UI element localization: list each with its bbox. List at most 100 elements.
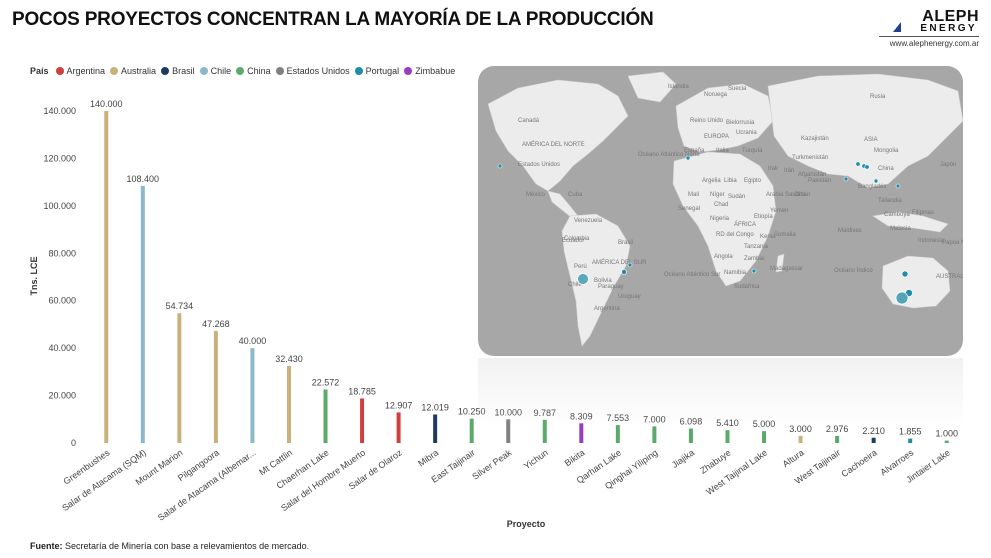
marker-silver-peak[interactable]	[497, 163, 503, 169]
map-label: Sudáfrica	[734, 284, 760, 290]
bar[interactable]	[286, 366, 291, 443]
marker-pilgangoora[interactable]	[901, 270, 909, 278]
map-label: Libia	[724, 178, 737, 184]
map-label: China	[878, 166, 894, 172]
marker-bikita[interactable]	[751, 268, 757, 274]
marker-salar-de-atacama[interactable]	[577, 273, 589, 285]
legend-label: Argentina	[66, 66, 106, 76]
y-tick-label: 140.000	[43, 106, 76, 116]
bar[interactable]	[506, 419, 511, 443]
bar[interactable]	[871, 437, 876, 443]
legend-item[interactable]: Australia	[110, 66, 156, 76]
x-tick-label: Mibra	[416, 447, 440, 468]
legend-item[interactable]: Estados Unidos	[275, 66, 350, 76]
map-label: Ecuador	[562, 238, 584, 244]
bar[interactable]	[835, 435, 840, 443]
map-label: Arabia Saudita	[766, 192, 806, 198]
y-tick-label: 60.000	[48, 296, 76, 306]
marker-salar-del-hombre-muerto[interactable]	[621, 269, 627, 275]
marker-greenbushes[interactable]	[895, 291, 909, 305]
map-label: Indonesia	[918, 238, 945, 244]
data-label: 18.785	[348, 386, 376, 396]
bar[interactable]	[579, 423, 584, 443]
legend-dot-icon	[161, 67, 170, 75]
data-label: 3.000	[789, 424, 812, 434]
map-label: Afganistán	[798, 172, 826, 178]
bar[interactable]	[469, 418, 474, 443]
legend-label: Portugal	[365, 66, 400, 76]
data-label: 10.000	[494, 407, 522, 417]
bar[interactable]	[433, 414, 438, 443]
bar[interactable]	[323, 389, 328, 443]
legend-item[interactable]: Portugal	[354, 66, 400, 76]
marker-yichun[interactable]	[895, 183, 901, 189]
map-label: Cuba	[568, 192, 583, 198]
map-label: Chile	[568, 282, 582, 288]
legend-label: Zimbabue	[415, 66, 456, 76]
bar[interactable]	[360, 398, 365, 443]
marker-qarhan-lake[interactable]	[855, 161, 861, 167]
bar[interactable]	[250, 348, 255, 443]
map-label: Papúa Nueva Guinea	[942, 240, 963, 246]
legend-item[interactable]: Brasil	[161, 66, 195, 76]
marker-jiajika[interactable]	[873, 178, 879, 184]
legend-label: Australia	[121, 66, 157, 76]
north-america-land	[487, 79, 629, 192]
legend-item[interactable]: Argentina	[55, 66, 106, 76]
bar[interactable]	[908, 438, 913, 443]
marker-alvarroes[interactable]	[685, 155, 691, 161]
map-label: Tailandia	[878, 198, 902, 204]
map-label: Noruega	[704, 92, 728, 98]
bar[interactable]	[688, 428, 693, 443]
bar[interactable]	[396, 412, 401, 443]
bar[interactable]	[798, 435, 803, 443]
landmasses	[487, 71, 963, 347]
map-label: Madagascar	[770, 266, 803, 272]
map-label: ASIA	[864, 137, 878, 143]
data-label: 54.734	[166, 301, 194, 311]
map-label: Turquía	[742, 148, 763, 154]
map-label: Turkmenistán	[792, 155, 828, 161]
marker-west-taijinair[interactable]	[864, 164, 870, 170]
bar[interactable]	[213, 330, 218, 443]
bar[interactable]	[762, 431, 767, 443]
map-label: Yemen	[770, 208, 788, 214]
legend-item[interactable]: China	[236, 66, 271, 76]
bar[interactable]	[177, 313, 182, 443]
indonesia-land	[872, 211, 949, 233]
bar[interactable]	[725, 430, 730, 443]
logo-text-energy: ENERGY	[920, 23, 977, 34]
bar[interactable]	[140, 185, 145, 444]
map-label: Perú	[574, 264, 587, 270]
map-label: Zambia	[744, 256, 765, 262]
data-label: 9.787	[534, 408, 557, 418]
x-tick-label: Silver Peak	[470, 447, 513, 482]
map-label: Océano Índico	[834, 267, 873, 274]
south-america-land	[561, 213, 631, 347]
map-label: Japón	[940, 162, 956, 168]
marker-zhabuye[interactable]	[843, 176, 849, 182]
legend-item[interactable]: Chile	[199, 66, 231, 76]
bar[interactable]	[615, 425, 620, 443]
data-label: 12.907	[385, 400, 413, 410]
map-label: Omán	[794, 192, 810, 198]
map-label: Océano Atlántico Sur	[664, 272, 720, 278]
greenland-land	[627, 71, 677, 103]
map-label: Filipinas	[912, 210, 934, 216]
map-label: Ucrania	[736, 130, 757, 136]
bar[interactable]	[542, 419, 547, 443]
legend-item[interactable]: Zimbabue	[404, 66, 455, 76]
data-label: 47.268	[202, 319, 230, 329]
bar[interactable]	[104, 111, 109, 443]
data-label: 5.410	[716, 418, 739, 428]
madagascar-land	[775, 253, 785, 273]
bar[interactable]	[944, 440, 949, 443]
marker-salar-de-olaroz[interactable]	[627, 262, 633, 268]
data-label: 108.400	[127, 174, 160, 184]
map-label: Somalia	[774, 232, 796, 238]
bar[interactable]	[652, 426, 657, 443]
map-label: Tanzania	[744, 244, 769, 250]
map-label: Egipto	[744, 178, 762, 184]
